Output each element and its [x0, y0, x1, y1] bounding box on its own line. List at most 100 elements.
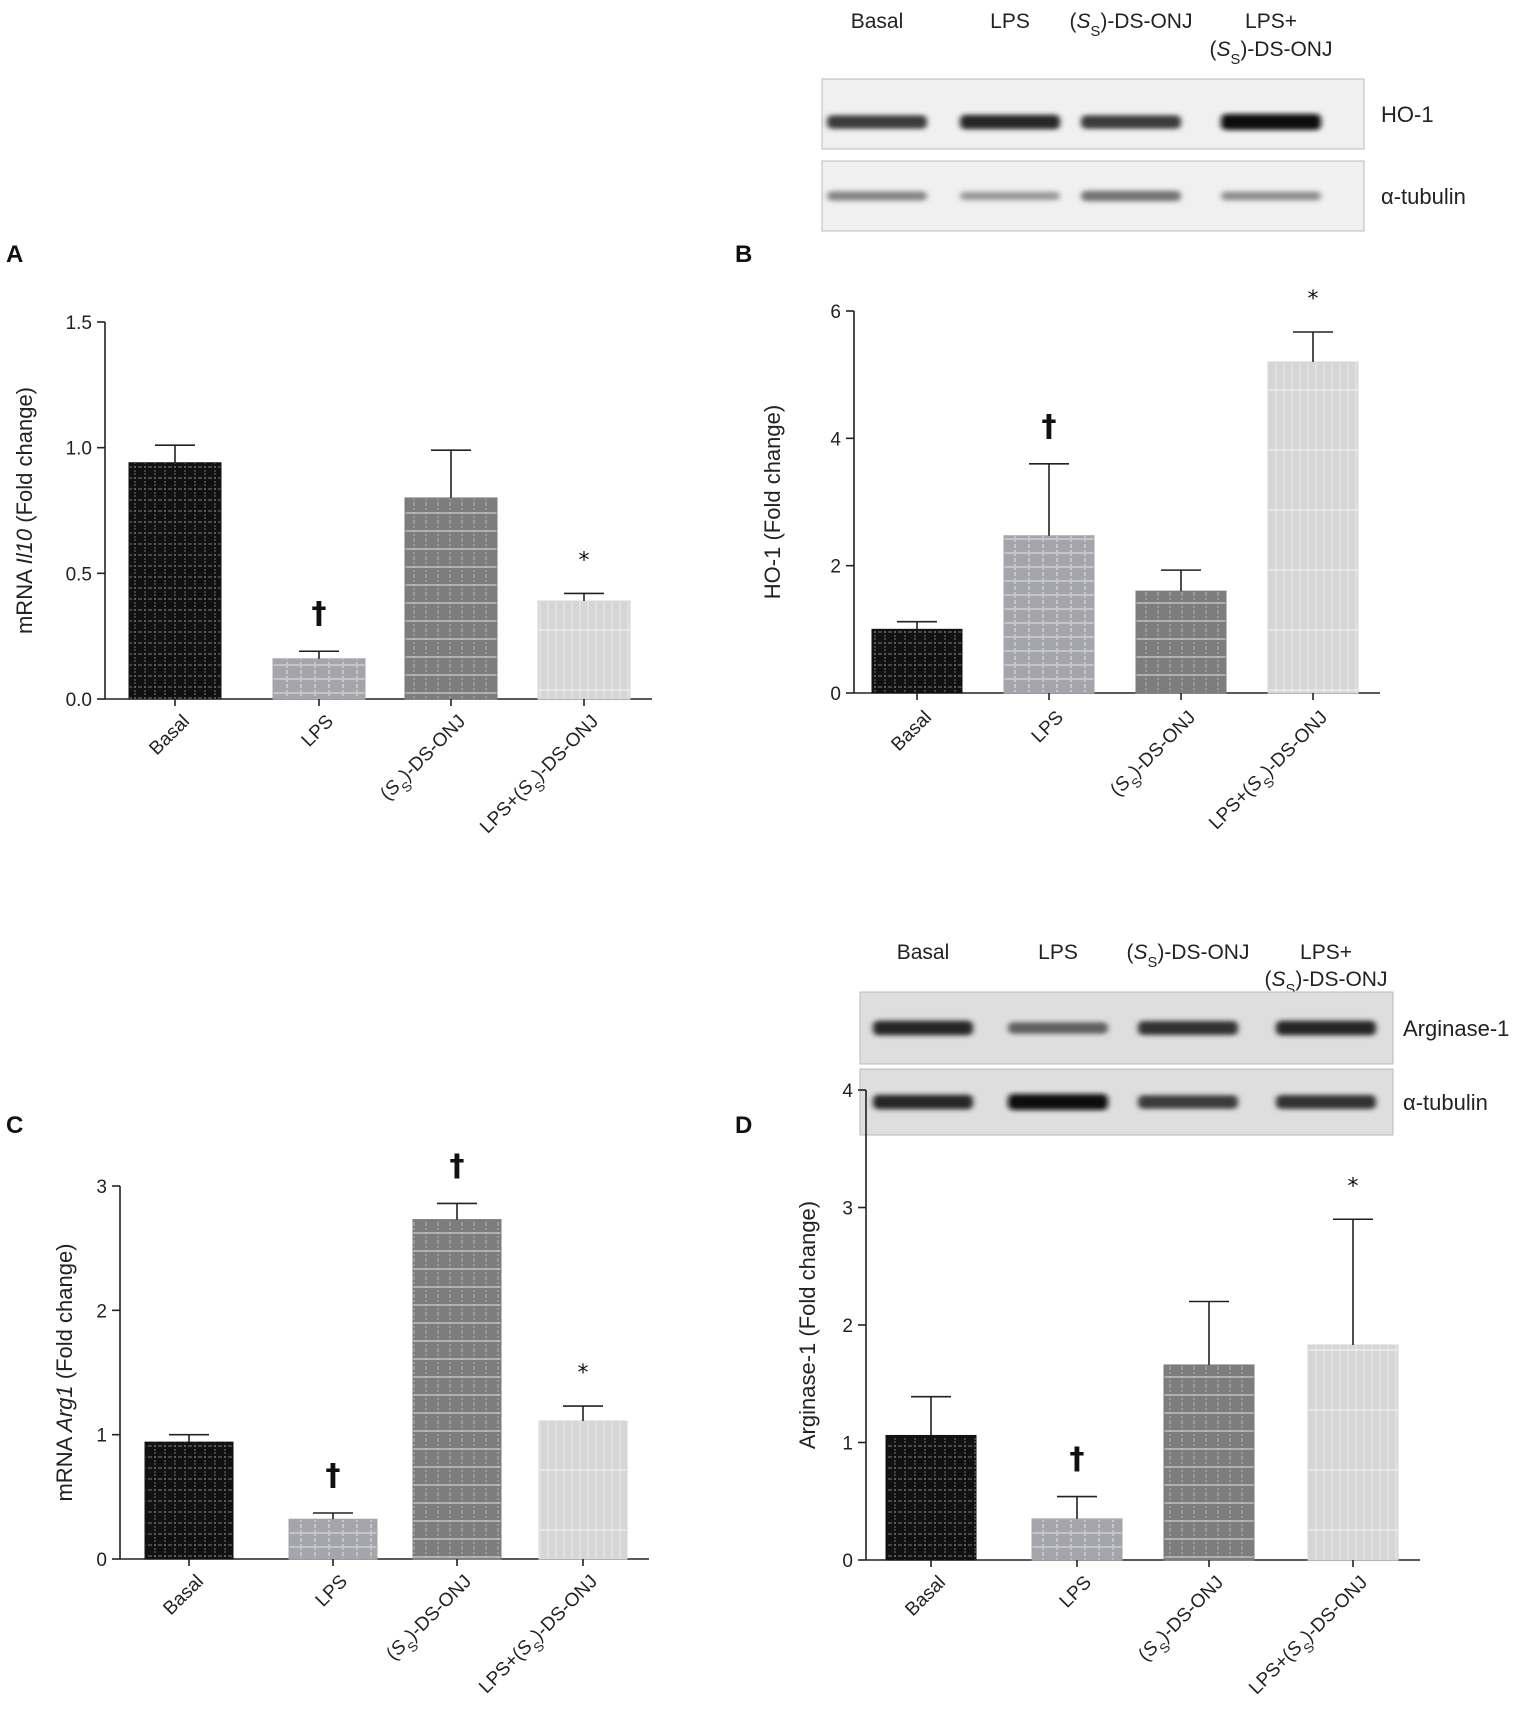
category-label: Basal	[159, 1571, 207, 1619]
blot-band	[827, 191, 927, 201]
y-tick-label: 3	[96, 1177, 107, 1198]
panel-a: A 0.0 0.5 1.0 1.5 mRNA Il10 (Fold change) Basa…	[6, 241, 652, 842]
blot-band	[1138, 1021, 1238, 1035]
blot-band	[1081, 190, 1181, 202]
category-label: LPS	[312, 1571, 352, 1611]
blot-row-label: HO-1	[1381, 102, 1434, 127]
blot-band	[960, 114, 1060, 130]
y-tick-label: 6	[830, 302, 841, 323]
category-label: Basal	[887, 707, 935, 755]
lane-header: (SS)-DS-ONJ	[1210, 38, 1333, 68]
y-tick-label: 4	[842, 1081, 853, 1102]
significance-mark: †	[1042, 409, 1057, 444]
bar	[1163, 1364, 1255, 1561]
y-tick-label: 2	[96, 1301, 107, 1322]
blot-d: Basal LPS (SS)-DS-ONJ LPS+ (SS)-DS-ONJ Argina…	[859, 941, 1509, 1136]
blot-band	[873, 1020, 973, 1036]
panel-d: D 0 1 2 3 4 Arginase-1 (Fold change) Basal † LPS (…	[735, 1081, 1420, 1703]
blot-band	[827, 115, 927, 129]
blot-row-label: α-tubulin	[1381, 184, 1466, 209]
panel-letter: A	[6, 241, 23, 268]
panel-letter: C	[6, 1112, 23, 1139]
y-tick-label: 1	[842, 1434, 853, 1455]
y-tick-label: 0	[842, 1551, 853, 1572]
bar	[1003, 535, 1095, 694]
blot-band	[1008, 1022, 1108, 1034]
y-tick-label: 0.0	[66, 690, 92, 711]
category-label: (SS)-DS-ONJ	[1106, 707, 1203, 804]
bar	[885, 1434, 977, 1561]
bar	[128, 462, 222, 700]
y-tick-label: 0	[96, 1550, 107, 1571]
lane-header: Basal	[897, 941, 950, 964]
category-label: LPS	[298, 711, 338, 751]
category-label: LPS	[1056, 1572, 1096, 1612]
blot-band	[1221, 114, 1321, 130]
y-axis-label: Arginase-1 (Fold change)	[795, 1201, 820, 1449]
panel-b: B 0 2 4 6 HO-1 (Fold change) Basal † LPS (SS)-DS-…	[735, 241, 1380, 838]
bar	[1135, 590, 1227, 694]
category-label: (SS)-DS-ONJ	[376, 711, 473, 808]
blot-band	[1276, 1095, 1376, 1109]
blot-band	[1221, 191, 1321, 201]
lane-header: (SS)-DS-ONJ	[1265, 968, 1388, 998]
significance-mark: †	[312, 596, 327, 631]
y-axis-label: mRNA Arg1 (Fold change)	[52, 1243, 77, 1501]
significance-mark: †	[450, 1148, 465, 1183]
y-tick-label: 4	[830, 429, 841, 450]
y-tick-label: 1	[96, 1426, 107, 1447]
panel-letter: B	[735, 241, 752, 268]
y-tick-label: 3	[842, 1199, 853, 1220]
y-axis-label: mRNA Il10 (Fold change)	[12, 387, 37, 634]
significance-mark: *	[1348, 1174, 1359, 1199]
y-tick-label: 1.0	[66, 439, 92, 460]
category-label: LPS+(SS)-DS-ONJ	[1205, 707, 1336, 838]
lane-header: LPS+	[1245, 10, 1297, 33]
panel-letter: D	[735, 1112, 752, 1139]
significance-mark: *	[579, 548, 590, 573]
blot-row-label: Arginase-1	[1403, 1016, 1509, 1041]
lane-header: (SS)-DS-ONJ	[1070, 10, 1193, 40]
bar	[272, 658, 366, 700]
y-tick-label: 2	[842, 1316, 853, 1337]
y-tick-label: 0.5	[66, 564, 92, 585]
lane-header: LPS+	[1300, 941, 1352, 964]
bar	[538, 1420, 628, 1560]
category-label: LPS+(SS)-DS-ONJ	[475, 1571, 606, 1702]
category-label: LPS+(SS)-DS-ONJ	[1245, 1572, 1376, 1703]
blot-band	[873, 1094, 973, 1110]
y-axis-label: HO-1 (Fold change)	[760, 405, 785, 599]
blot-band	[960, 191, 1060, 201]
blot-band	[1008, 1094, 1108, 1110]
bar	[144, 1441, 234, 1560]
y-tick-label: 0	[830, 684, 841, 705]
category-label: LPS+(SS)-DS-ONJ	[476, 711, 607, 842]
bar	[412, 1219, 502, 1560]
bar	[1307, 1344, 1399, 1561]
y-tick-label: 1.5	[66, 313, 92, 334]
blot-band	[1138, 1095, 1238, 1109]
lane-header: Basal	[851, 10, 904, 33]
bar	[537, 600, 631, 700]
bar	[871, 628, 963, 694]
category-label: Basal	[901, 1572, 949, 1620]
lane-header: (SS)-DS-ONJ	[1127, 941, 1250, 971]
significance-mark: *	[1308, 287, 1319, 312]
blot-row-label: α-tubulin	[1403, 1090, 1488, 1115]
significance-mark: *	[578, 1361, 589, 1386]
bar	[404, 497, 498, 700]
blot-band	[1276, 1020, 1376, 1036]
lane-header: LPS	[1038, 941, 1078, 964]
panel-c: C 0 1 2 3 mRNA Arg1 (Fold change) Basal † LPS † (S…	[6, 1112, 649, 1702]
category-label: (SS)-DS-ONJ	[1134, 1572, 1231, 1669]
bar	[1031, 1518, 1123, 1561]
lane-header: LPS	[990, 10, 1030, 33]
bar	[288, 1518, 378, 1560]
y-tick-label: 2	[830, 557, 841, 578]
blot-b: Basal LPS (SS)-DS-ONJ LPS+ (SS)-DS-ONJ HO-1 α-…	[821, 10, 1466, 232]
bar	[1267, 361, 1359, 694]
category-label: LPS	[1028, 707, 1068, 747]
blot-band	[1081, 115, 1181, 129]
category-label: (SS)-DS-ONJ	[382, 1571, 479, 1668]
